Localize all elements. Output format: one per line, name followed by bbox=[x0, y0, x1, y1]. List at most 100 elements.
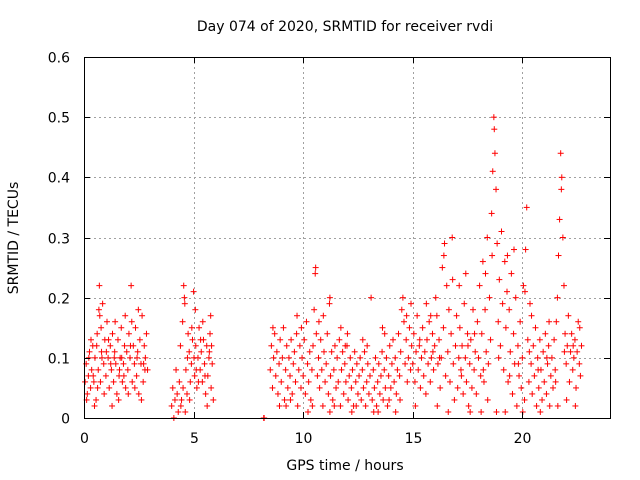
data-point bbox=[410, 330, 417, 337]
data-point bbox=[405, 354, 412, 361]
data-point bbox=[294, 402, 301, 409]
data-point bbox=[136, 336, 143, 343]
data-point bbox=[110, 378, 117, 385]
data-point bbox=[385, 372, 392, 379]
data-point bbox=[557, 150, 564, 157]
data-point bbox=[515, 360, 522, 367]
data-point bbox=[535, 384, 542, 391]
data-point bbox=[460, 390, 467, 397]
data-point bbox=[309, 402, 316, 409]
data-point bbox=[351, 348, 358, 355]
x-tick-label: 20 bbox=[514, 431, 532, 447]
data-point bbox=[368, 294, 375, 301]
data-point bbox=[573, 384, 580, 391]
data-point bbox=[534, 354, 541, 361]
data-point bbox=[301, 336, 308, 343]
data-point bbox=[477, 372, 484, 379]
data-point bbox=[269, 324, 276, 331]
data-point bbox=[519, 354, 526, 361]
data-point bbox=[374, 378, 381, 385]
y-tick-label: 0.6 bbox=[48, 51, 70, 67]
data-point bbox=[399, 294, 406, 301]
data-point bbox=[347, 354, 354, 361]
data-point bbox=[508, 270, 515, 277]
data-point bbox=[502, 324, 509, 331]
data-point bbox=[316, 384, 323, 391]
data-point bbox=[329, 396, 336, 403]
data-point bbox=[406, 324, 413, 331]
data-point bbox=[123, 348, 130, 355]
data-point bbox=[360, 384, 367, 391]
data-point bbox=[326, 408, 333, 415]
data-point bbox=[105, 354, 112, 361]
data-point bbox=[174, 390, 181, 397]
data-point bbox=[431, 342, 438, 349]
data-point bbox=[547, 372, 554, 379]
data-point bbox=[408, 342, 415, 349]
data-point bbox=[119, 378, 126, 385]
data-point bbox=[299, 354, 306, 361]
data-point bbox=[570, 342, 577, 349]
data-point bbox=[384, 402, 391, 409]
data-point bbox=[293, 330, 300, 337]
y-tick-label: 0.5 bbox=[48, 111, 70, 127]
data-point bbox=[539, 396, 546, 403]
data-point bbox=[418, 354, 425, 361]
data-point bbox=[339, 348, 346, 355]
data-point bbox=[335, 378, 342, 385]
data-point bbox=[295, 366, 302, 373]
data-point bbox=[109, 402, 116, 409]
data-point bbox=[189, 336, 196, 343]
data-point bbox=[280, 324, 287, 331]
data-point bbox=[199, 318, 206, 325]
data-point bbox=[206, 348, 213, 355]
data-point bbox=[536, 336, 543, 343]
data-point bbox=[90, 372, 97, 379]
data-point bbox=[560, 282, 567, 289]
data-point bbox=[518, 384, 525, 391]
data-point bbox=[135, 390, 142, 397]
data-point bbox=[291, 348, 298, 355]
data-point bbox=[493, 408, 500, 415]
data-point bbox=[535, 366, 542, 373]
data-point bbox=[407, 300, 414, 307]
y-tick-label: 0.2 bbox=[48, 292, 70, 308]
data-point bbox=[522, 246, 529, 253]
data-point bbox=[325, 390, 332, 397]
data-point bbox=[373, 402, 380, 409]
data-point bbox=[454, 384, 461, 391]
data-point bbox=[175, 408, 182, 415]
data-point bbox=[182, 408, 189, 415]
data-point bbox=[493, 186, 500, 193]
data-point bbox=[91, 354, 98, 361]
data-point bbox=[324, 330, 331, 337]
data-point bbox=[504, 252, 511, 259]
data-point bbox=[441, 240, 448, 247]
data-point bbox=[442, 372, 449, 379]
data-point bbox=[337, 324, 344, 331]
data-point bbox=[186, 396, 193, 403]
data-point bbox=[90, 378, 97, 385]
data-point bbox=[171, 396, 178, 403]
data-point bbox=[107, 360, 114, 367]
data-point bbox=[409, 360, 416, 367]
data-point bbox=[331, 402, 338, 409]
data-point bbox=[574, 348, 581, 355]
data-point bbox=[344, 330, 351, 337]
data-point bbox=[462, 270, 469, 277]
data-point bbox=[283, 402, 290, 409]
data-point bbox=[94, 330, 101, 337]
data-point bbox=[486, 294, 493, 301]
data-point bbox=[112, 318, 119, 325]
data-point bbox=[207, 312, 214, 319]
data-point bbox=[294, 312, 301, 319]
data-point bbox=[196, 324, 203, 331]
data-point bbox=[359, 366, 366, 373]
data-point bbox=[400, 318, 407, 325]
data-point bbox=[375, 360, 382, 367]
data-point bbox=[465, 402, 472, 409]
data-point bbox=[176, 378, 183, 385]
data-point bbox=[456, 324, 463, 331]
data-point bbox=[173, 366, 180, 373]
data-point bbox=[139, 312, 146, 319]
